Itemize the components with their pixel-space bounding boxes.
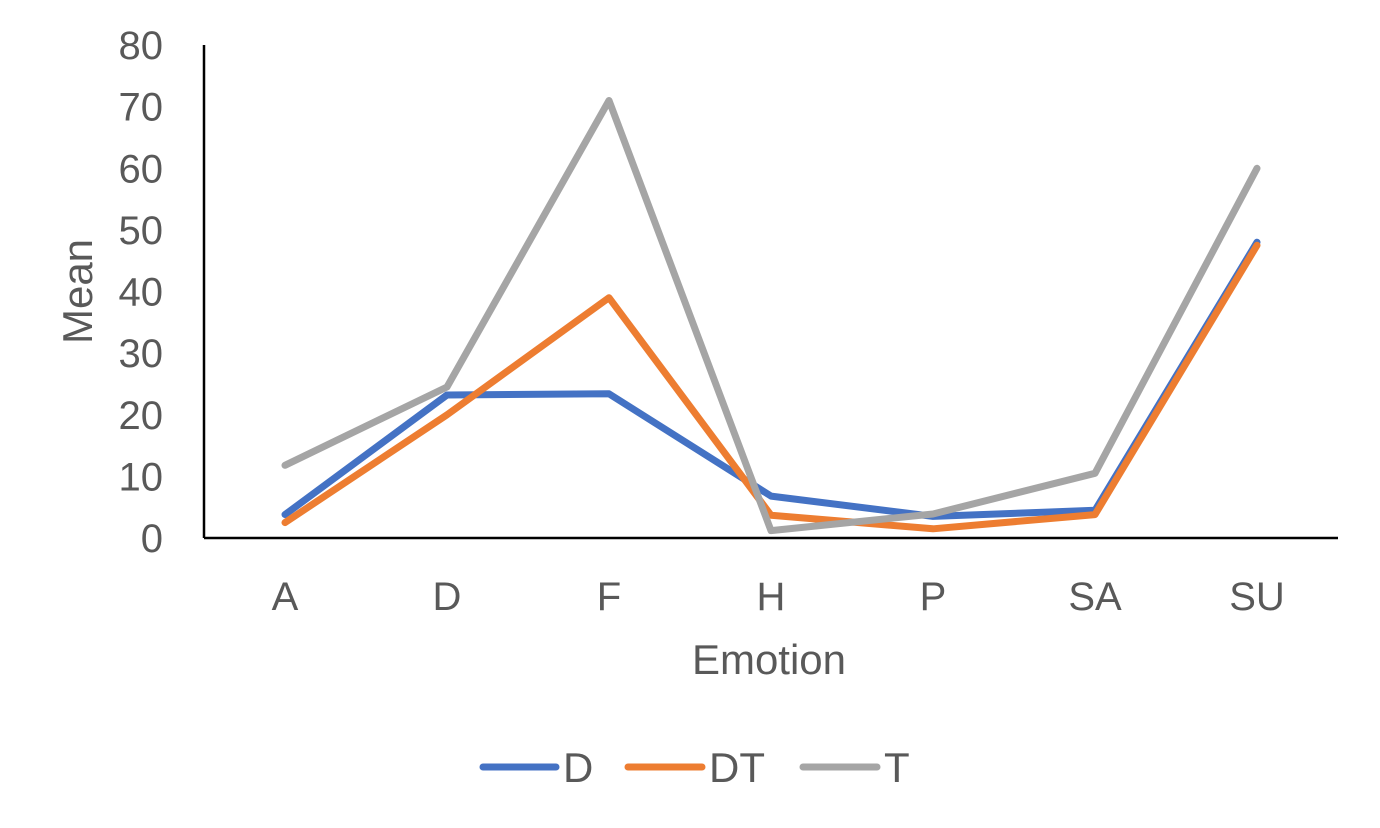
y-tick-label: 60	[119, 147, 164, 191]
x-tick-label: F	[597, 575, 621, 619]
x-tick-label: SA	[1068, 575, 1122, 619]
series-line-t	[281, 97, 1261, 535]
y-tick-label: 30	[119, 332, 164, 376]
y-tick-label: 20	[119, 394, 164, 438]
x-axis-ticks: A D F H P SA SU	[272, 575, 1285, 619]
x-tick-label: SU	[1229, 575, 1285, 619]
legend: D DT T	[479, 744, 910, 791]
legend-item-dt: DT	[624, 744, 765, 791]
y-axis-ticks: 0 10 20 30 40 50 60 70 80	[119, 24, 164, 561]
y-tick-label: 40	[119, 271, 164, 315]
legend-label: D	[563, 744, 593, 791]
series-line-dt	[281, 241, 1261, 533]
y-tick-label: 50	[119, 209, 164, 253]
legend-label: T	[884, 744, 910, 791]
y-tick-label: 70	[119, 86, 164, 130]
series-lines	[281, 97, 1261, 535]
legend-label: DT	[709, 744, 765, 791]
legend-item-t: T	[799, 744, 910, 791]
y-axis-title: Mean	[54, 239, 101, 344]
x-tick-label: D	[433, 575, 462, 619]
x-tick-label: P	[920, 575, 947, 619]
y-tick-label: 10	[119, 455, 164, 499]
x-tick-label: A	[272, 575, 299, 619]
x-axis-title: Emotion	[692, 636, 846, 683]
series-line-d	[281, 238, 1261, 520]
x-tick-label: H	[757, 575, 786, 619]
legend-item-d: D	[479, 744, 593, 791]
y-tick-label: 80	[119, 24, 164, 68]
y-tick-label: 0	[141, 517, 163, 561]
